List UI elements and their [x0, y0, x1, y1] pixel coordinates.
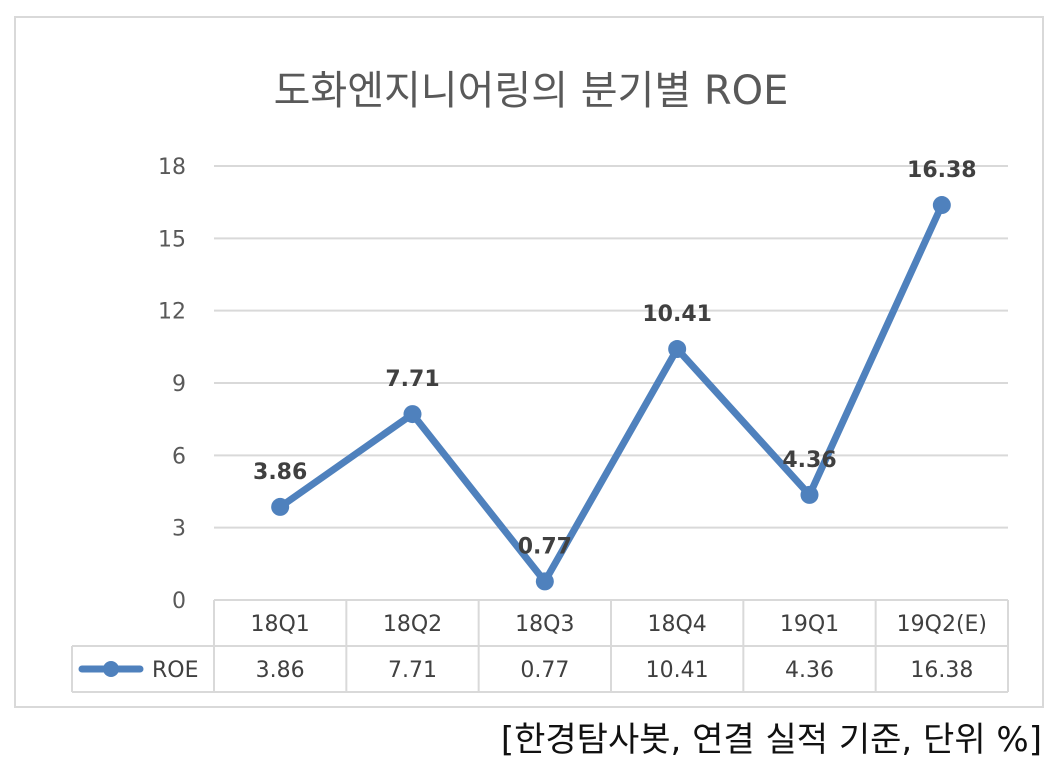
y-tick-label: 0 [172, 589, 186, 614]
data-label: 0.77 [518, 534, 572, 559]
category-label: 19Q1 [780, 612, 839, 637]
table-value: 4.36 [785, 658, 834, 683]
data-point [932, 196, 951, 215]
line-chart: 도화엔지니어링의 분기별 ROE 0 3 6 9 12 15 18 18Q1 18Q2 18Q3… [71, 68, 1009, 693]
category-label: 19Q2(E) [897, 612, 987, 637]
data-point [535, 572, 554, 591]
table-value: 10.41 [646, 658, 709, 683]
data-point [668, 340, 687, 359]
y-tick-label: 18 [158, 155, 186, 180]
y-axis-ticks: 0 3 6 9 12 15 18 [158, 155, 186, 614]
category-label: 18Q4 [648, 612, 707, 637]
data-label: 7.71 [385, 367, 439, 392]
gridlines [214, 165, 1008, 529]
table-value: 7.71 [388, 658, 437, 683]
data-labels: 3.86 7.71 0.77 10.41 4.36 16.38 [253, 158, 977, 559]
y-tick-label: 15 [158, 227, 186, 252]
series-line [276, 201, 946, 585]
legend-marker [103, 661, 119, 677]
table-value: 16.38 [910, 658, 973, 683]
table-value: 0.77 [520, 658, 569, 683]
data-table: 18Q1 18Q2 18Q3 18Q4 19Q1 19Q2(E) ROE 3.86 7.71 0.… [71, 599, 1009, 693]
data-point [403, 405, 422, 424]
legend-label: ROE [152, 658, 199, 683]
footnote: [한경탐사봇, 연결 실적 기준, 단위 %] [500, 720, 1042, 760]
data-label: 16.38 [907, 158, 977, 183]
category-label: 18Q3 [515, 612, 574, 637]
y-tick-label: 9 [172, 372, 186, 397]
series-roe [271, 196, 951, 591]
category-label: 18Q1 [251, 612, 310, 637]
category-label: 18Q2 [383, 612, 442, 637]
data-point [271, 497, 290, 516]
chart-frame: 도화엔지니어링의 분기별 ROE 0 3 6 9 12 15 18 18Q1 18Q2 18Q3… [14, 16, 1044, 708]
y-tick-label: 3 [172, 517, 186, 542]
data-label: 10.41 [642, 302, 712, 327]
y-tick-label: 12 [158, 300, 186, 325]
data-label: 3.86 [253, 460, 307, 485]
table-value: 3.86 [256, 658, 305, 683]
data-point [800, 485, 819, 504]
chart-title: 도화엔지니어링의 분기별 ROE [274, 68, 789, 114]
y-tick-label: 6 [172, 444, 186, 469]
data-label: 4.36 [782, 448, 836, 473]
